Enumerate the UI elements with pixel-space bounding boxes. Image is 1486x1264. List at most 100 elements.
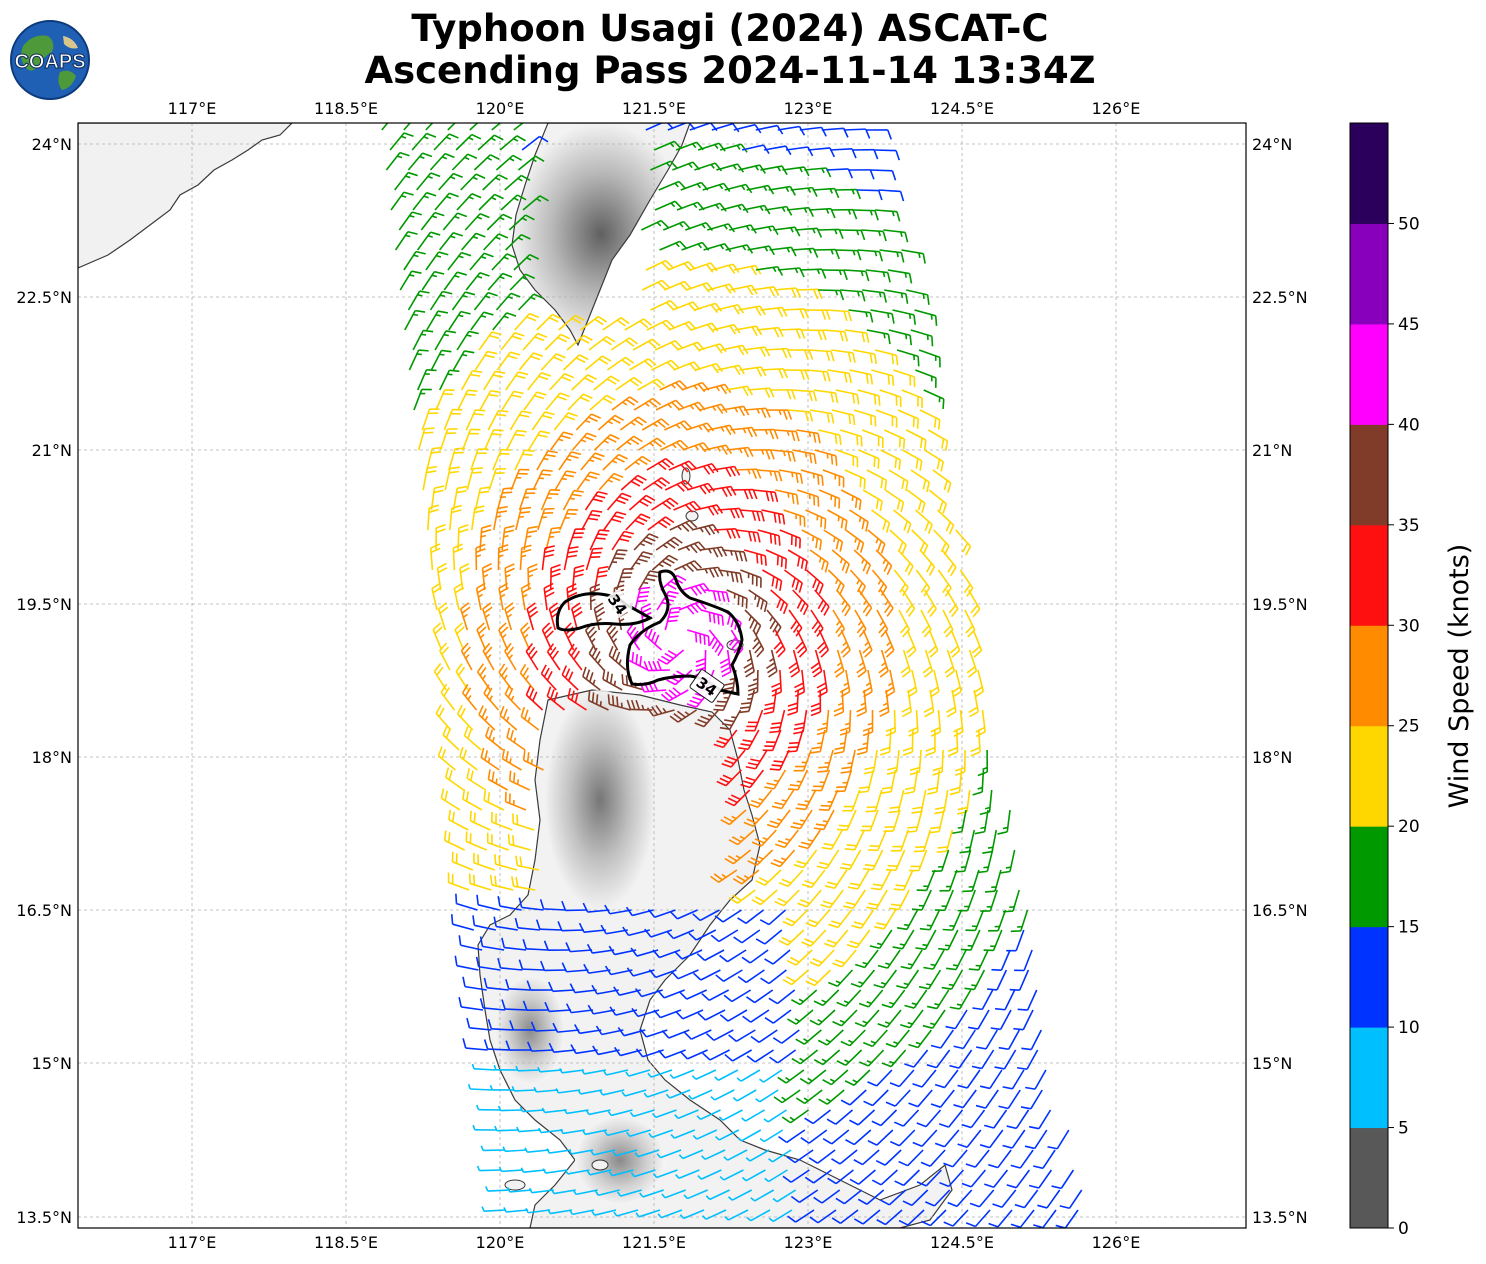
wind-barb — [874, 149, 901, 161]
wind-barb — [659, 240, 688, 251]
colorbar-block-0 — [1350, 1127, 1388, 1229]
colorbar-tick-label-10: 50 — [1398, 214, 1420, 234]
wind-barb — [883, 229, 909, 243]
wind-barb — [857, 389, 881, 406]
wind-barb — [843, 269, 870, 282]
wind-barb — [866, 469, 888, 491]
wind-barb — [427, 504, 439, 531]
wind-barb — [580, 452, 605, 471]
wind-barb — [796, 288, 823, 300]
wind-barb — [615, 376, 643, 391]
wind-barb — [901, 249, 926, 264]
colorbar-tick-label-6: 30 — [1398, 616, 1420, 636]
wind-barb — [927, 429, 949, 451]
wind-barb — [755, 265, 784, 276]
wind-barb — [752, 428, 779, 440]
wind-barb — [826, 309, 853, 322]
wind-barb — [606, 356, 635, 371]
wind-barb — [611, 396, 639, 411]
wind-barb — [492, 448, 512, 471]
wind-barb — [887, 269, 913, 284]
wind-barb — [632, 338, 661, 351]
wind-barb — [483, 233, 509, 251]
wind-barb — [571, 432, 597, 451]
wind-barb — [742, 346, 771, 357]
wind-barb — [598, 472, 624, 491]
wind-barb — [500, 194, 527, 211]
wind-barb — [584, 490, 608, 511]
wind-barb — [421, 270, 445, 291]
globe-logo-icon: COAPS — [10, 20, 90, 100]
wind-barb — [805, 509, 827, 529]
wind-barb — [653, 140, 682, 151]
wind-barb — [822, 329, 849, 342]
wind-barb — [799, 126, 827, 137]
island-small-2 — [591, 1159, 609, 1171]
wind-barb — [888, 469, 909, 492]
wind-barb — [575, 413, 601, 431]
wind-barb — [844, 329, 870, 343]
wind-barb — [883, 429, 906, 450]
wind-barb — [411, 132, 437, 151]
wind-barb — [398, 211, 422, 231]
wind-barb — [694, 302, 723, 314]
wind-barb — [505, 429, 527, 451]
wind-barb — [640, 219, 669, 231]
wind-barb — [412, 329, 434, 351]
wind-barb — [470, 448, 489, 471]
wind-barb — [739, 366, 767, 377]
wind-barb — [416, 231, 441, 251]
batanes-island — [681, 467, 691, 485]
colorbar-block-8 — [1350, 323, 1388, 425]
wind-barb — [836, 449, 859, 468]
wind-barb — [871, 369, 895, 386]
wind-barb — [884, 289, 909, 304]
wind-barb — [862, 289, 887, 303]
wind-barb — [690, 463, 719, 475]
wind-barb — [517, 155, 545, 171]
wind-barb — [518, 352, 544, 371]
wind-barb — [703, 242, 732, 253]
wind-barb — [429, 152, 455, 171]
wind-barb — [625, 513, 651, 531]
wind-barb — [707, 223, 735, 233]
wind-barb — [936, 509, 955, 535]
title-line-1: Typhoon Usagi (2024) ASCAT-C — [411, 7, 1049, 50]
wind-barb — [460, 232, 486, 251]
wind-barb — [540, 488, 561, 511]
land-layer — [78, 123, 953, 1228]
wind-barb — [452, 350, 475, 371]
wind-barb — [862, 489, 883, 512]
wind-barb — [840, 429, 863, 447]
wind-barb — [588, 335, 616, 351]
wind-barb — [874, 349, 899, 366]
wind-barb — [646, 457, 675, 471]
wind-barb — [796, 429, 821, 444]
wind-barb — [487, 272, 513, 291]
wind-barb — [433, 133, 459, 151]
wind-barb — [853, 409, 877, 427]
wind-barb — [856, 189, 883, 201]
wind-barb — [628, 494, 656, 511]
colorbar-tick-label-9: 45 — [1398, 315, 1420, 335]
wind-barb — [721, 405, 750, 417]
wind-barb — [501, 390, 524, 411]
wind-barb — [473, 154, 500, 171]
wind-barb — [760, 306, 788, 318]
wind-barb — [695, 362, 724, 374]
wind-barb — [818, 489, 841, 509]
wind-barb — [852, 148, 879, 160]
wind-barb — [514, 449, 535, 471]
wind-barb — [730, 426, 758, 438]
colorbar-block-5 — [1350, 625, 1388, 727]
wind-barb — [645, 123, 674, 131]
wind-barb — [603, 511, 627, 531]
colorbar-tick-label-1: 5 — [1398, 1119, 1409, 1139]
wind-barb — [438, 369, 460, 391]
colorbar-block-1 — [1350, 1027, 1388, 1129]
wind-barb — [783, 509, 806, 527]
wind-barb — [650, 160, 679, 171]
wind-barb — [589, 394, 616, 411]
wind-barb — [438, 172, 463, 191]
wind-barb — [709, 485, 737, 498]
